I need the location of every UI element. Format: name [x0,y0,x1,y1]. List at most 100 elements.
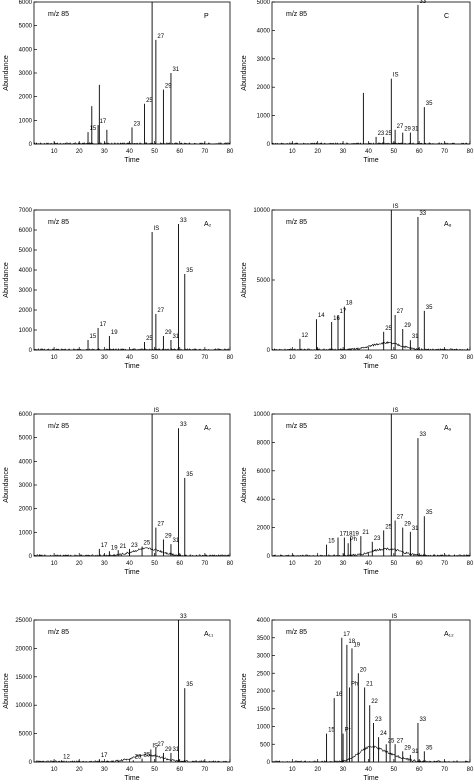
y-tick-label: 4000 [19,459,33,465]
peak-label: 17 [101,543,108,549]
peak-label: 17 [343,632,350,638]
peak-label: Ph [351,681,358,687]
chart-panel-4: 10 20 30 40 50 60 70 80 0 1000 2000 3000 4000 5000 600… [3,408,234,576]
y-tick-label: 0 [29,348,33,354]
y-tick-label: 1000 [257,114,271,120]
plot-frame [33,209,231,351]
x-tick-label: 30 [101,355,108,361]
peak-label: 33 [180,422,187,428]
x-axis-label: Time [124,157,139,164]
x-tick-label: 60 [176,355,183,361]
x-tick-label: 50 [151,767,158,773]
x-axis-label: Time [363,157,378,164]
y-tick-label: 1500 [257,707,271,713]
x-tick-label: 50 [151,149,158,155]
peak-label: Pr [345,728,351,734]
x-tick-label: 70 [441,149,448,155]
y-tick-label: 3000 [257,654,271,660]
peak-label: 15 [328,539,335,545]
x-tick-label: 30 [340,149,347,155]
x-tick-label: 40 [365,561,372,567]
peak-label: 33 [419,717,426,723]
y-tick-label: 6000 [19,228,33,234]
sample-label: C [444,13,449,20]
x-tick-label: 70 [441,767,448,773]
y-tick-label: 0 [267,142,271,148]
peak-label: IS [152,744,158,750]
y-tick-label: 6000 [19,412,33,418]
y-tick-label: 4000 [19,268,33,274]
x-tick-label: 20 [76,149,83,155]
y-tick-label: 1000 [19,118,33,124]
y-tick-label: 1000 [257,725,271,731]
sample-label: A₉ [444,425,452,432]
x-tick-label: 70 [441,355,448,361]
x-axis-label: Time [363,363,378,370]
x-tick-label: 20 [76,767,83,773]
y-tick-label: 500 [260,742,271,748]
x-tick-label: 10 [51,767,58,773]
peak-label: 35 [186,682,193,688]
x-tick-label: 80 [227,561,234,567]
y-tick-label: 0 [267,554,271,560]
peak-label: IS [393,73,399,79]
y-tick-label: 0 [29,554,33,560]
x-tick-label: 60 [416,355,423,361]
peak-label: 15 [90,126,97,132]
peak-label: 15 [328,728,335,734]
peak-label: 31 [172,747,179,753]
x-tick-label: 40 [126,561,133,567]
y-axis-label: Abundance [241,467,248,503]
peak-label: 19 [111,545,118,551]
peak-label: 25 [144,753,151,759]
ion-label: m/z 85 [286,629,307,636]
plot-frame [271,1,471,145]
sample-label: A₁₂ [444,631,454,638]
peak-label: 27 [397,738,404,744]
peak-label: IS [393,204,399,210]
peak-label: 24 [380,731,387,737]
chart-panel-5: 10 20 30 40 50 60 70 80 0 2000 4000 6000 8000 10000 Ti… [241,408,474,576]
y-tick-label: 4000 [257,497,271,503]
peak-label: 29 [404,745,411,751]
x-axis-label: Time [124,775,139,782]
plot-frame [271,619,471,763]
y-tick-label: 4000 [257,618,271,624]
x-tick-label: 40 [365,149,372,155]
plot-frame [271,413,471,557]
x-tick-label: 40 [365,767,372,773]
peak-label: 20 [360,667,367,673]
y-tick-label: 2500 [257,671,271,677]
peak-label: 14 [318,313,325,319]
peak-label: IS [154,226,160,232]
x-tick-label: 10 [289,767,296,773]
plot-frame [33,1,231,145]
peak-label: 22 [371,699,378,705]
peak-label: 33 [419,432,426,438]
peak-label: 27 [157,308,164,314]
y-tick-label: 1000 [19,328,33,334]
sample-label: A₇ [204,425,212,432]
x-tick-label: 10 [289,355,296,361]
x-axis-label: Time [124,363,139,370]
peak-label: 25 [385,131,392,137]
y-tick-label: 10000 [253,208,270,214]
peak-label: 25 [146,336,153,342]
x-tick-label: 10 [289,561,296,567]
plot-frame [33,413,231,557]
baseline-trace [271,341,470,351]
x-tick-label: 50 [151,355,158,361]
baseline-trace [33,547,230,557]
chart-panel-1: 10 20 30 40 50 60 70 80 0 1000 2000 3000 4000 5000 Tim… [241,0,474,164]
x-tick-label: 60 [416,149,423,155]
x-tick-label: 30 [340,355,347,361]
y-tick-label: 8000 [257,440,271,446]
peak-label: 25 [385,326,392,332]
x-tick-label: 20 [314,767,321,773]
x-tick-label: 60 [176,561,183,567]
peak-label: 29 [404,323,411,329]
peak-label: IS [154,408,160,414]
peak-label: 29 [404,127,411,133]
plot-frame [33,619,231,763]
